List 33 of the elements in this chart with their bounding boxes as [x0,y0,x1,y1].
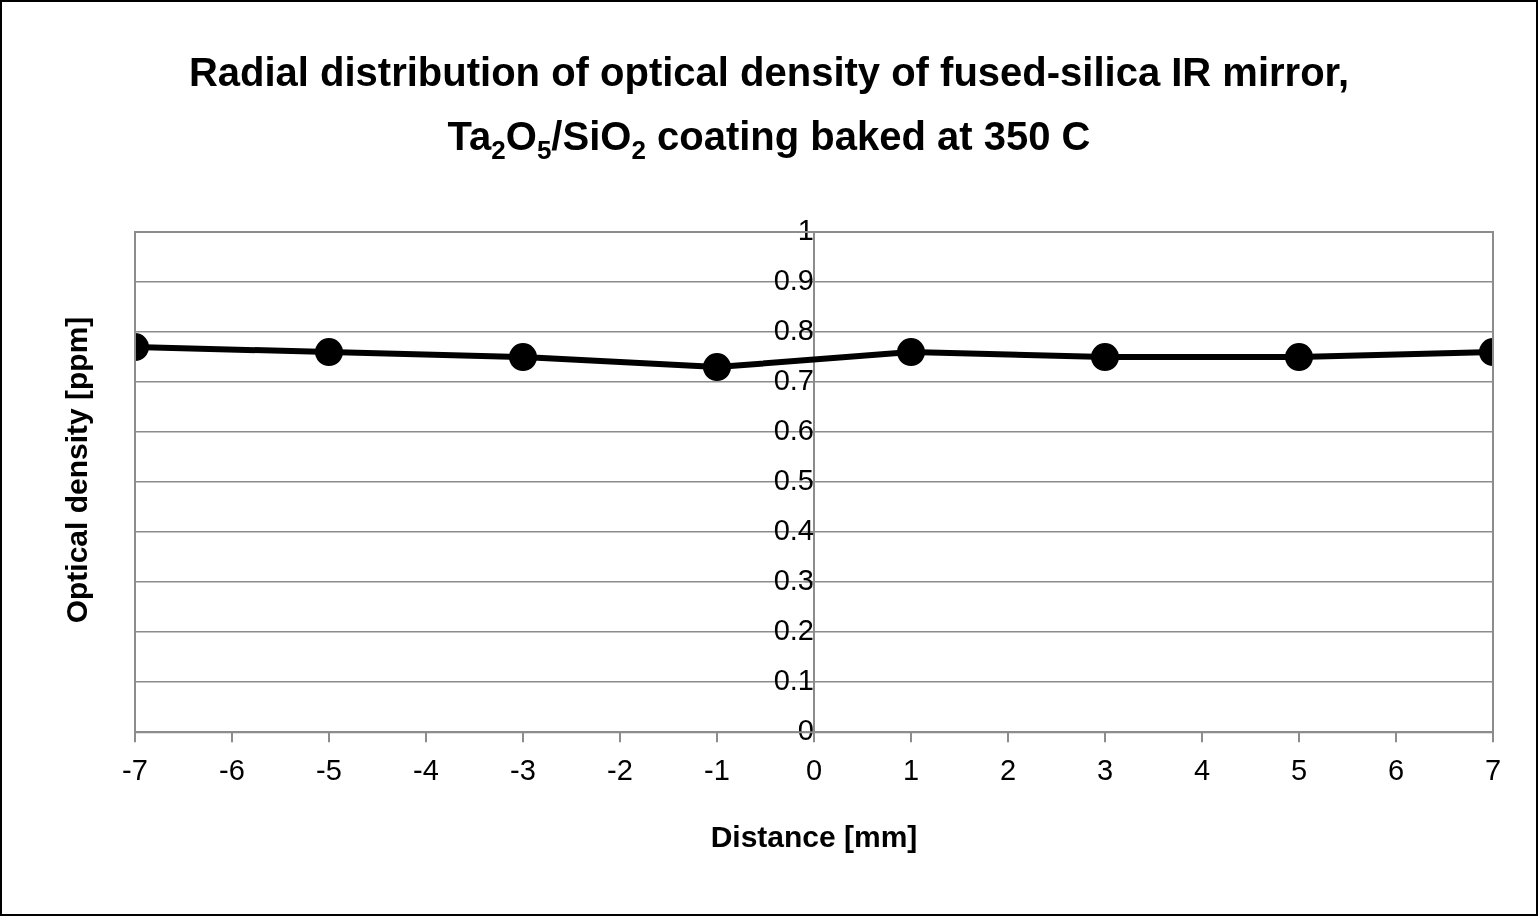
y-tick-label: 0.6 [773,414,814,447]
point [1091,343,1119,372]
x-tick-label: 2 [999,753,1017,786]
x-tick-label: 5 [1290,753,1308,786]
x-axis-title: Distance [mm] [710,820,918,854]
x-tick-label: 7 [1484,753,1502,786]
point [897,338,925,367]
y-tick-label: 0.4 [773,514,814,547]
x-tick-label: 4 [1193,753,1211,786]
x-tick-label: -2 [607,753,633,786]
x-tick-label: -4 [413,753,439,786]
point [315,338,343,367]
y-tick-label: 0.3 [773,564,814,597]
x-tick-label: 3 [1096,753,1114,786]
y-tick-label: 0.1 [773,664,814,697]
y-axis-title: Optical density [ppm] [60,316,94,624]
x-tick-label: -1 [704,753,730,786]
x-tick-label: -5 [316,753,342,786]
y-tick-label: 0.2 [773,614,814,647]
point [1285,343,1313,372]
y-tick-label: 0.5 [773,464,814,497]
y-tick-label: 0.7 [773,364,814,397]
point [703,353,731,382]
y-tick-label: 0.9 [773,264,814,297]
chart-title: Radial distribution of optical density of fused-silica IR mirror, Ta$_{2}$O$_{5}$/SiO$_{2}$ coating baked at 350 C [187,49,1351,167]
point [509,343,537,372]
x-tick-label: -7 [122,753,148,786]
y-tick-label: 0.8 [773,314,814,347]
x-tick-label: 6 [1387,753,1405,786]
x-tick-label: -6 [219,753,245,786]
x-tick-label: 1 [902,753,920,786]
x-tick-label: -3 [510,753,536,786]
y-tick-label: 0 [797,714,814,747]
